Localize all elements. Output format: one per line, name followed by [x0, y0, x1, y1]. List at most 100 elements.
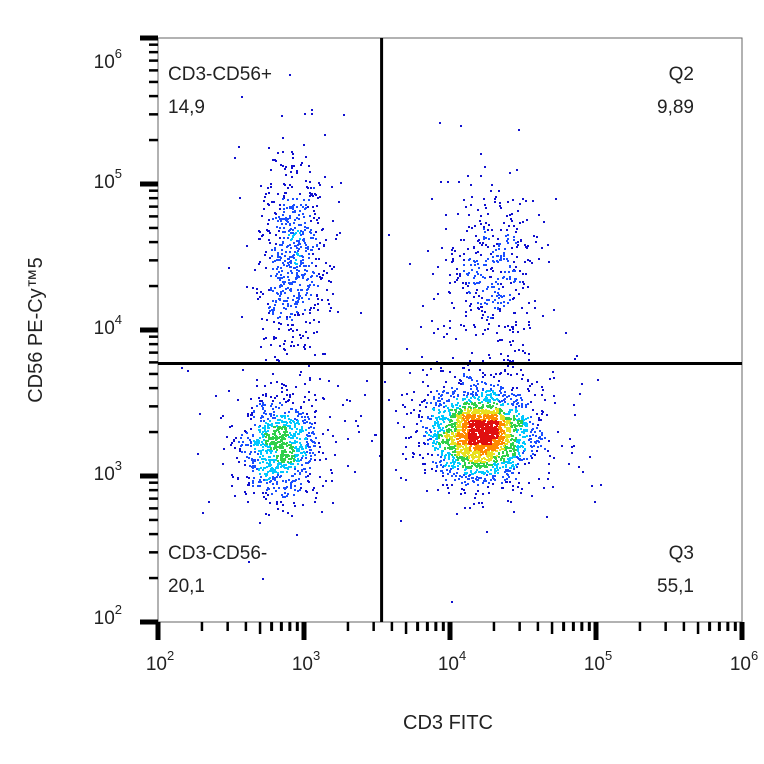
event-dot: [299, 265, 301, 267]
event-dot: [313, 187, 315, 189]
event-dot: [472, 420, 474, 422]
event-dot: [318, 217, 320, 219]
event-dot: [279, 208, 281, 210]
event-dot: [364, 394, 366, 396]
event-dot: [454, 416, 456, 418]
event-dot: [298, 270, 300, 272]
event-dot: [471, 427, 473, 429]
event-dot: [321, 299, 323, 301]
event-dot: [506, 443, 508, 445]
event-dot: [281, 244, 283, 246]
event-dot: [448, 465, 450, 467]
event-dot: [259, 429, 261, 431]
event-dot: [264, 254, 266, 256]
event-dot: [457, 446, 459, 448]
event-dot: [261, 458, 263, 460]
event-dot: [283, 343, 285, 345]
event-dot: [492, 314, 494, 316]
event-dot: [481, 422, 483, 424]
event-dot: [285, 443, 287, 445]
event-dot: [518, 442, 520, 444]
event-dot: [296, 311, 298, 313]
event-dot: [310, 249, 312, 251]
event-dot: [310, 276, 312, 278]
event-dot: [289, 74, 291, 76]
event-dot: [297, 463, 299, 465]
event-dot: [437, 400, 439, 402]
event-dot: [492, 301, 494, 303]
event-dot: [303, 468, 305, 470]
event-dot: [528, 353, 530, 355]
event-dot: [297, 344, 299, 346]
event-dot: [294, 435, 296, 437]
event-dot: [471, 434, 473, 436]
event-dot: [515, 408, 517, 410]
event-dot: [462, 287, 464, 289]
y-tick-label: 104: [94, 312, 122, 339]
event-dot: [496, 394, 498, 396]
event-dot: [233, 440, 235, 442]
event-dot: [467, 439, 469, 441]
event-dot: [265, 422, 267, 424]
event-dot: [310, 294, 312, 296]
event-dot: [272, 483, 274, 485]
event-dot: [522, 452, 524, 454]
event-dot: [465, 402, 467, 404]
event-dot: [510, 398, 512, 400]
event-dot: [322, 452, 324, 454]
event-dot: [477, 209, 479, 211]
event-dot: [299, 224, 301, 226]
event-dot: [530, 441, 532, 443]
event-dot: [459, 275, 461, 277]
event-dot: [292, 229, 294, 231]
event-dot: [500, 431, 502, 433]
event-dot: [465, 441, 467, 443]
event-dot: [476, 476, 478, 478]
event-dot: [284, 340, 286, 342]
event-dot: [531, 495, 533, 497]
event-dot: [298, 214, 300, 216]
event-dot: [260, 476, 262, 478]
event-dot: [413, 453, 415, 455]
event-dot: [308, 265, 310, 267]
event-dot: [470, 309, 472, 311]
event-dot: [498, 453, 500, 455]
event-dot: [509, 278, 511, 280]
event-dot: [271, 201, 273, 203]
event-dot: [469, 460, 471, 462]
event-dot: [256, 405, 258, 407]
event-dot: [434, 449, 436, 451]
event-dot: [277, 252, 279, 254]
event-dot: [280, 466, 282, 468]
event-dot: [290, 408, 292, 410]
event-dot: [274, 417, 276, 419]
event-dot: [318, 258, 320, 260]
event-dot: [523, 458, 525, 460]
event-dot: [484, 204, 486, 206]
event-dot: [247, 437, 249, 439]
event-dot: [265, 267, 267, 269]
event-dot: [291, 515, 293, 517]
event-dot: [512, 444, 514, 446]
event-dot: [459, 429, 461, 431]
event-dot: [251, 407, 253, 409]
event-dot: [471, 412, 473, 414]
event-dot: [276, 273, 278, 275]
event-dot: [277, 254, 279, 256]
event-dot: [282, 231, 284, 233]
event-dot: [424, 472, 426, 474]
event-dot: [322, 485, 324, 487]
event-dot: [242, 441, 244, 443]
event-dot: [454, 461, 456, 463]
event-dot: [273, 321, 275, 323]
event-dot: [457, 402, 459, 404]
event-dot: [304, 344, 306, 346]
event-dot: [262, 293, 264, 295]
event-dot: [269, 462, 271, 464]
event-dot: [314, 416, 316, 418]
event-dot: [462, 423, 464, 425]
event-dot: [494, 441, 496, 443]
event-dot: [434, 433, 436, 435]
event-dot: [490, 446, 492, 448]
event-dot: [279, 218, 281, 220]
